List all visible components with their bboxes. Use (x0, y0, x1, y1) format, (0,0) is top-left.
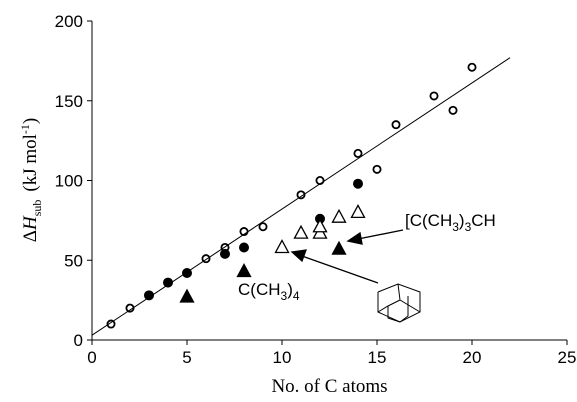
x-tick-label: 20 (463, 348, 482, 367)
point (467, 62, 477, 72)
adamantane-structure (377, 283, 421, 323)
point (239, 242, 249, 253)
point (448, 105, 458, 115)
x-tick-label: 10 (273, 348, 292, 367)
point (274, 239, 290, 254)
point (106, 319, 116, 329)
y-tick-label: 100 (55, 172, 83, 191)
y-label-part: -1 (18, 124, 32, 134)
y-label-part: ) (20, 118, 41, 124)
point (293, 224, 309, 239)
x-tick-label: 5 (182, 348, 191, 367)
point (144, 290, 154, 301)
arrow-head (290, 249, 307, 263)
point (315, 175, 325, 185)
point (331, 240, 347, 255)
fit-line (91, 57, 511, 336)
x-tick-label: 25 (558, 348, 577, 367)
point (296, 190, 306, 200)
y-tick-label: 0 (74, 331, 83, 350)
y-label-part: Δ (20, 230, 41, 242)
annotation: [C(CH3)3CH (405, 211, 496, 234)
point (179, 288, 195, 303)
y-label-part: H (20, 215, 41, 231)
y-label-part: sub (30, 200, 44, 217)
point (429, 91, 439, 101)
point (258, 222, 268, 232)
point (163, 277, 173, 288)
arrow (357, 229, 404, 240)
arrow (301, 255, 379, 284)
annotation: C(CH3)4 (238, 280, 300, 303)
point (353, 178, 363, 189)
y-label-part: (kJ mol (20, 134, 41, 192)
arrow-head (346, 231, 363, 245)
point (312, 218, 328, 233)
arrows (290, 229, 404, 284)
y-tick-label: 150 (55, 92, 83, 111)
point (350, 204, 366, 219)
y-axis-label: ΔHsub (kJ mol-1) (18, 118, 44, 242)
x-axis-label: No. of C atoms (271, 376, 387, 397)
y-tick-label: 50 (64, 251, 83, 270)
point (220, 248, 230, 259)
point (353, 148, 363, 158)
x-tick-label: 15 (368, 348, 387, 367)
point (391, 120, 401, 130)
point (236, 263, 252, 278)
y-tick-label: 200 (55, 12, 83, 31)
x-tick-label: 0 (87, 348, 96, 367)
point (331, 208, 347, 223)
point (372, 164, 382, 174)
